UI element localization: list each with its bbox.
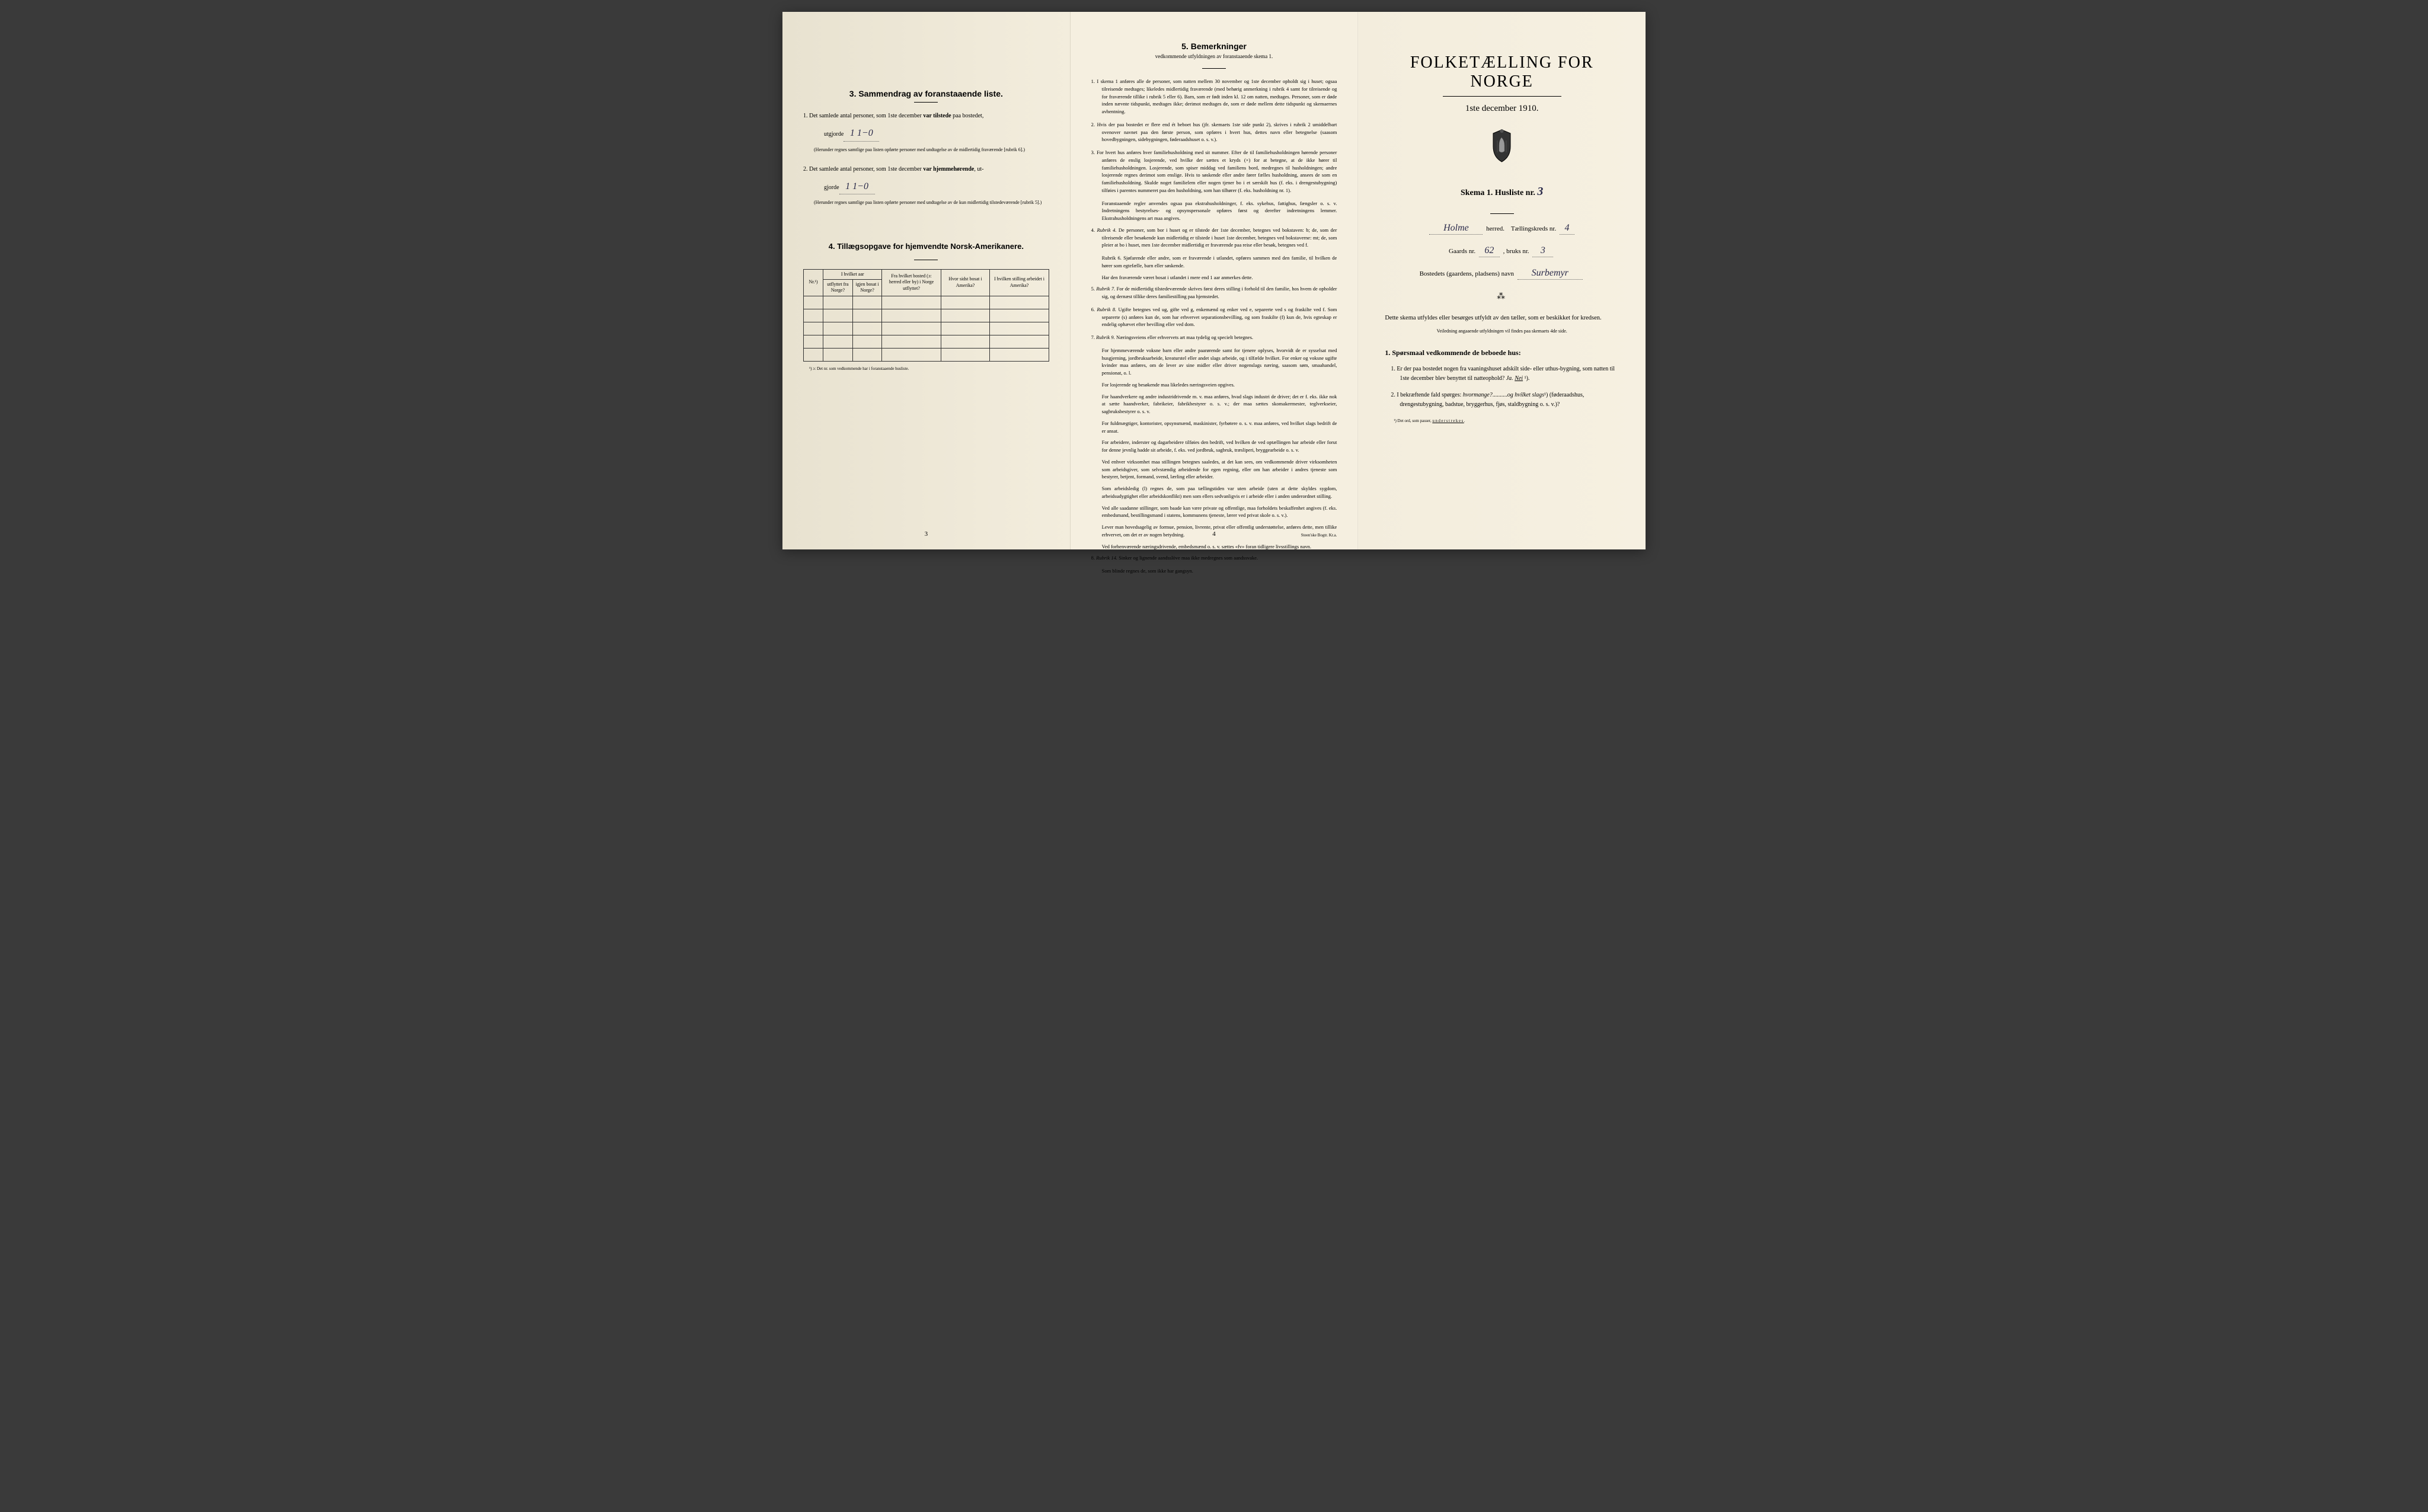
- title-rule: [1443, 96, 1561, 97]
- summary-item-1-line2: utgjorde1 1−0: [803, 126, 1049, 142]
- instruction-small: Veiledning angaaende utfyldningen vil fi…: [1379, 328, 1625, 334]
- rule-item: 1. I skema 1 anføres alle de personer, s…: [1091, 78, 1337, 116]
- question-heading: 1. Spørsmaal vedkommende de beboede hus:: [1379, 349, 1625, 357]
- divider: [1490, 213, 1514, 214]
- page-number: 3: [925, 530, 928, 538]
- rule-item: 3. For hvert hus anføres hver familiehus…: [1091, 149, 1337, 194]
- husliste-nr: 3: [1537, 185, 1543, 198]
- coat-of-arms-icon: [1488, 129, 1515, 164]
- herred-line: Holme herred. Tællingskreds nr. 4: [1379, 223, 1625, 235]
- col-bosat: igjen bosat i Norge?: [852, 279, 882, 296]
- col-bosted: Fra hvilket bosted (ɔ: herred eller by) …: [882, 269, 941, 296]
- value-tilstede: 1 1−0: [844, 126, 879, 142]
- rule-sub: For losjerende og besøkende maa likelede…: [1091, 381, 1337, 389]
- rule-item: 5. Rubrik 7. For de midlertidig tilstede…: [1091, 285, 1337, 301]
- rule-item: 8. Rubrik 14. Sinker og lignende aandssl…: [1091, 554, 1337, 562]
- gaards-line: Gaards nr. 62 , bruks nr. 3: [1379, 245, 1625, 257]
- summary-item-2: 2. Det samlede antal personer, som 1ste …: [803, 165, 1049, 174]
- answer-nei: Nei: [1515, 375, 1523, 382]
- rule-item: 4. Rubrik 4. De personer, som bor i huse…: [1091, 226, 1337, 249]
- table-row: [804, 335, 1049, 348]
- amerikanere-table: Nr.¹) I hvilket aar Fra hvilket bosted (…: [803, 269, 1049, 362]
- rule-sub: Foranstaaende regler anvendes ogsaa paa …: [1091, 200, 1337, 222]
- page-4: 5. Bemerkninger vedkommende utfyldningen…: [1071, 12, 1359, 549]
- col-aar: I hvilket aar: [823, 269, 882, 279]
- table-row: [804, 309, 1049, 322]
- page-3: 3. Sammendrag av foranstaaende liste. 1.…: [782, 12, 1071, 549]
- col-nr: Nr.¹): [804, 269, 823, 296]
- rule-sub: Som arbeidsledig (l) regnes de, som paa …: [1091, 485, 1337, 500]
- section-5-subheading: vedkommende utfyldningen av foranstaaend…: [1091, 53, 1337, 59]
- rules-list: 1. I skema 1 anføres alle de personer, s…: [1091, 78, 1337, 575]
- rule-item: 6. Rubrik 8. Ugifte betegnes ved ug, gif…: [1091, 306, 1337, 328]
- rule-sub: Rubrik 6. Sjøfarende eller andre, som er…: [1091, 254, 1337, 270]
- note-1: (Herunder regnes samtlige paa listen opf…: [803, 146, 1049, 153]
- table-row: [804, 348, 1049, 361]
- table-row: [804, 296, 1049, 309]
- skema-line: Skema 1. Husliste nr. 3: [1379, 185, 1625, 199]
- page-number: 4: [1212, 530, 1216, 538]
- page-1-cover: FOLKETÆLLING FOR NORGE 1ste december 191…: [1358, 12, 1646, 549]
- rule-sub: Ved alle saadanne stillinger, som baade …: [1091, 504, 1337, 520]
- value-hjemmehorende: 1 1−0: [839, 179, 875, 195]
- rule-sub: For arbeidere, inderster og dagarbeidere…: [1091, 439, 1337, 454]
- rule-sub: Ved forhenværende næringsdrivende, embed…: [1091, 543, 1337, 551]
- census-date: 1ste december 1910.: [1379, 104, 1625, 114]
- bosted-value: Surbemyr: [1518, 268, 1583, 280]
- col-amerika: Hvor sidst bosat i Amerika?: [941, 269, 990, 296]
- rule-sub: For haandverkere og andre industridriven…: [1091, 393, 1337, 415]
- question-2: 2. I bekræftende fald spørges: hvormange…: [1379, 391, 1625, 410]
- note-2: (Herunder regnes samtlige paa listen opf…: [803, 199, 1049, 206]
- rule-sub: Ved enhver virksomhet maa stillingen bet…: [1091, 458, 1337, 481]
- section-4-heading: 4. Tillægsopgave for hjemvendte Norsk-Am…: [803, 242, 1049, 251]
- table-row: [804, 322, 1049, 335]
- bruks-value: 3: [1532, 245, 1553, 257]
- gaards-value: 62: [1479, 245, 1500, 257]
- census-document: 3. Sammendrag av foranstaaende liste. 1.…: [782, 12, 1646, 549]
- rule-item: 7. Rubrik 9. Næringsveiens eller erhverv…: [1091, 334, 1337, 341]
- section-5-heading: 5. Bemerkninger: [1091, 41, 1337, 51]
- summary-item-2-line2: gjorde1 1−0: [803, 179, 1049, 195]
- footnote: ¹) Det ord, som passer, understrekes.: [1379, 418, 1625, 423]
- question-1: 1. Er der paa bostedet nogen fra vaaning…: [1379, 365, 1625, 383]
- section-3-heading: 3. Sammendrag av foranstaaende liste.: [803, 89, 1049, 98]
- rule-sub: Har den fraværende været bosat i utlande…: [1091, 274, 1337, 282]
- printer-note: Steen'ske Bogtr. Kr.a.: [1301, 533, 1337, 538]
- col-utflyttet: utflyttet fra Norge?: [823, 279, 853, 296]
- rule-item: 2. Hvis der paa bostedet er flere end ét…: [1091, 121, 1337, 143]
- herred-value: Holme: [1429, 223, 1483, 235]
- divider: [914, 102, 938, 103]
- ornament: ⁂: [1379, 292, 1625, 302]
- rule-sub: For hjemmeværende voksne barn eller andr…: [1091, 347, 1337, 377]
- rule-sub: Som blinde regnes de, som ikke har gangs…: [1091, 567, 1337, 575]
- main-title: FOLKETÆLLING FOR NORGE: [1379, 53, 1625, 91]
- divider: [1202, 68, 1226, 69]
- rule-sub: For fuldmægtiger, kontorister, opsynsmæn…: [1091, 420, 1337, 435]
- kreds-value: 4: [1560, 223, 1574, 235]
- summary-item-1: 1. Det samlede antal personer, som 1ste …: [803, 111, 1049, 121]
- instruction: Dette skema utfyldes eller besørges utfy…: [1379, 314, 1625, 324]
- table-footnote: ¹) ɔ: Det nr. som vedkommende har i fora…: [803, 366, 1049, 371]
- bosted-line: Bostedets (gaardens, pladsens) navn Surb…: [1379, 268, 1625, 280]
- col-stilling: I hvilken stilling arbeidet i Amerika?: [990, 269, 1049, 296]
